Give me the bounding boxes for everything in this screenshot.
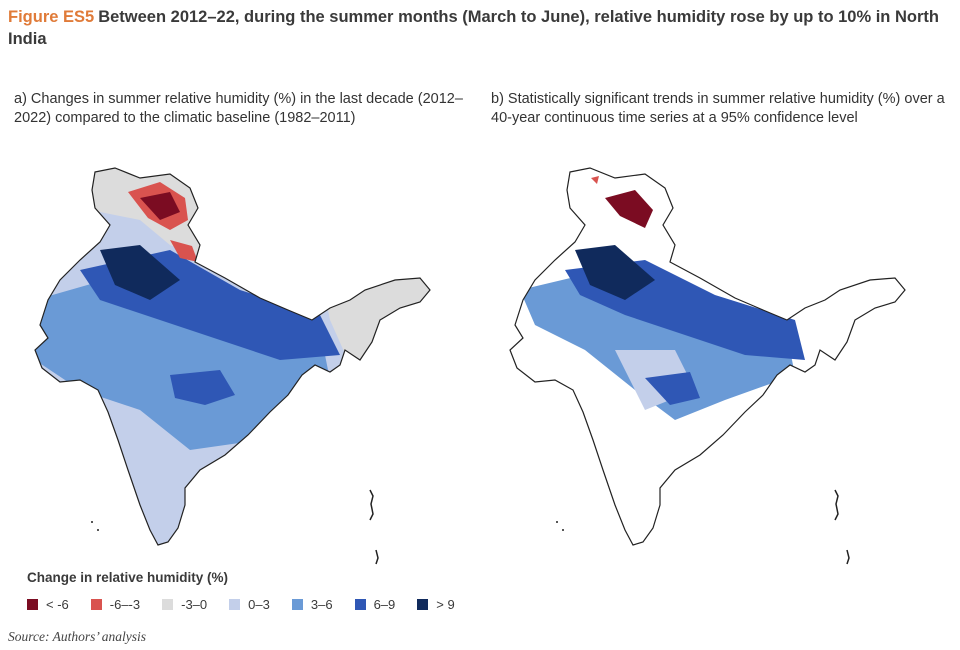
legend-swatch	[27, 599, 38, 610]
legend-item: -6–-3	[90, 597, 141, 612]
map-panel-b	[509, 167, 906, 565]
legend-label: > 9	[436, 597, 455, 612]
legend-item: -3–0	[162, 597, 207, 612]
legend-item: > 9	[417, 597, 455, 612]
legend-swatch	[229, 599, 241, 610]
map-panel-a	[34, 167, 431, 565]
figure-title-text: Between 2012–22, during the summer month…	[8, 8, 939, 48]
legend-label: -3–0	[181, 597, 208, 612]
legend-label: 6–9	[373, 597, 396, 612]
legend: < -6 -6–-3 -3–0 0–3 3–6 6–9 > 9	[27, 597, 477, 612]
legend-label: -6–-3	[109, 597, 141, 612]
legend-swatch	[354, 599, 366, 610]
legend-swatch	[417, 599, 429, 610]
legend-label: 0–3	[248, 597, 270, 612]
panel-a-title: a) Changes in summer relative humidity (…	[14, 91, 463, 126]
source-note: Source: Authors’ analysis	[8, 629, 146, 644]
figure-title: Figure ES5 Between 2012–22, during the su…	[8, 6, 953, 50]
legend-item: 6–9	[354, 597, 396, 612]
legend-swatch	[90, 599, 102, 610]
legend-label: 3–6	[310, 597, 333, 612]
figure-label: Figure ES5	[8, 8, 95, 26]
panel-b-title: b) Statistically significant trends in s…	[491, 91, 945, 126]
legend-label: < -6	[46, 597, 69, 612]
legend-item: 3–6	[291, 597, 333, 612]
legend-swatch	[291, 599, 303, 610]
legend-swatch	[162, 599, 174, 610]
legend-item: < -6	[27, 597, 69, 612]
legend-title: Change in relative humidity (%)	[27, 570, 229, 585]
legend-item: 0–3	[229, 597, 270, 612]
